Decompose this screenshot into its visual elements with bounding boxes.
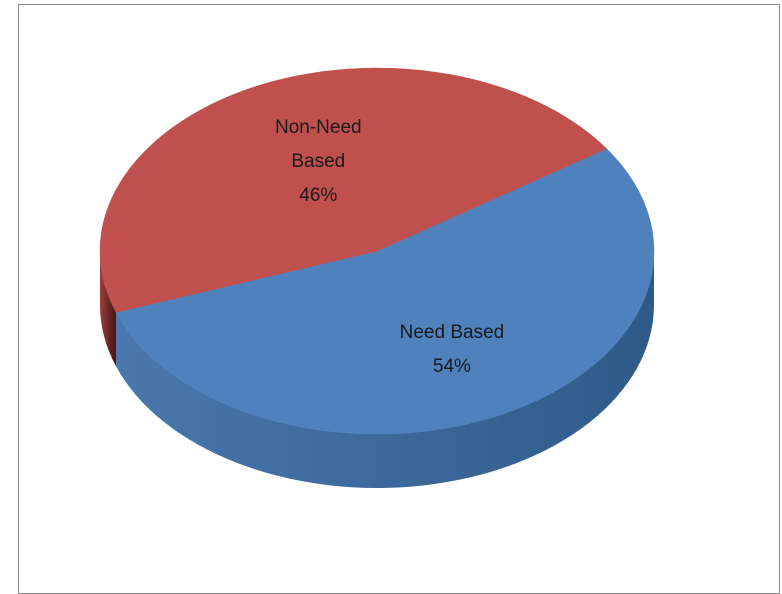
pie-slice-0 [115,148,655,435]
pie-slice-label-1: Non-Need Based 46% [275,117,362,206]
pie-slice-label-1-line-2: 46% [299,185,337,206]
pie-side-0 [116,251,654,488]
pie-slice-label-0-line-0: Need Based [400,322,505,343]
pie-labels: Need Based 54% Non-Need Based 46% [275,117,504,377]
pie-slice-label-1-line-1: Based [291,151,345,172]
pie-tops [99,67,655,435]
pie-sides [100,251,654,488]
pie-slice-1 [99,67,608,313]
pie-side-1 [100,251,117,367]
pie-slice-label-0: Need Based 54% [400,322,505,377]
pie-slice-label-0-line-1: 54% [433,356,471,377]
pie-slice-label-1-line-0: Non-Need [275,117,362,138]
